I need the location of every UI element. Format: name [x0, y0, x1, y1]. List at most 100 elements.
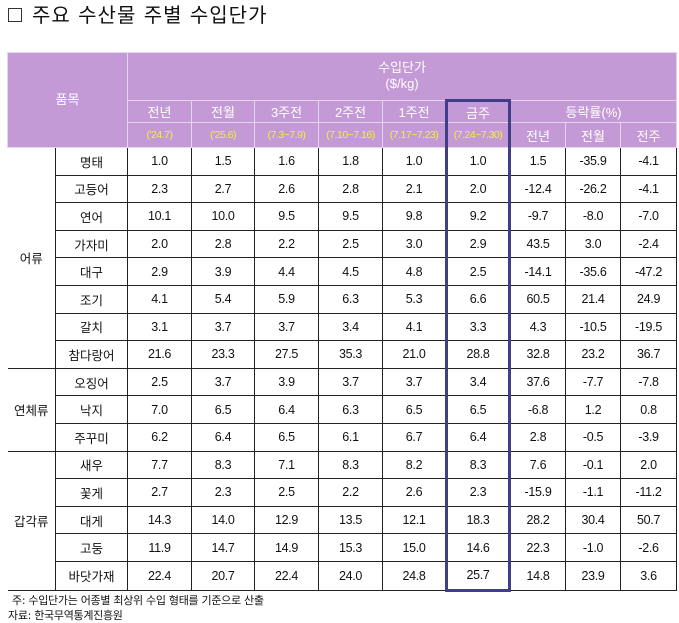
change-rate-cell: 1.2	[565, 395, 622, 424]
price-cell: 6.5	[254, 423, 320, 452]
price-cell: 9.5	[318, 202, 384, 231]
change-rate-cell: -6.8	[509, 395, 567, 424]
table-row: 고등어 2.3 2.7 2.6 2.8 2.1 2.0 -12.4 -26.2 -4.1	[8, 175, 678, 204]
change-rate-cell: 2.8	[509, 423, 567, 452]
item-name-cell: 낙지	[54, 395, 129, 424]
price-cell: 4.8	[382, 257, 448, 286]
price-cell: 4.1	[382, 313, 448, 342]
item-name-cell: 고등어	[54, 175, 129, 204]
item-name-cell: 가자미	[54, 230, 129, 259]
price-cell: 35.3	[318, 340, 384, 369]
price-cell: 3.1	[127, 313, 193, 342]
table-row: 주꾸미 6.2 6.4 6.5 6.1 6.7 6.4 2.8 -0.5 -3.9	[8, 423, 678, 452]
price-cell: 4.1	[127, 285, 193, 314]
table-row: 연어 10.1 10.0 9.5 9.5 9.8 9.2 -9.7 -8.0 -7.0	[8, 202, 678, 231]
category-cell: 연체류	[7, 367, 56, 452]
table-row: 바닷가재 22.4 20.7 22.4 24.0 24.8 25.7 14.8 23.9 3.6	[8, 561, 678, 592]
change-rate-cell: -10.5	[565, 313, 622, 342]
change-rate-cell: 37.6	[509, 367, 567, 397]
header-period-2: (7.3~7.9)	[254, 122, 320, 148]
price-cell: 2.5	[254, 478, 320, 507]
price-cell: 1.6	[254, 147, 320, 176]
current-week-price-cell: 3.3	[445, 313, 512, 342]
price-cell: 14.0	[191, 506, 256, 535]
price-cell: 2.7	[127, 478, 193, 507]
current-week-price-cell: 6.4	[445, 423, 512, 452]
change-rate-cell: 50.7	[620, 506, 678, 535]
current-week-price-cell: 1.0	[445, 147, 512, 176]
price-cell: 27.5	[254, 340, 320, 369]
price-cell: 8.3	[318, 450, 384, 480]
price-cell: 2.2	[254, 230, 320, 259]
change-rate-cell: 28.2	[509, 506, 567, 535]
change-rate-cell: -2.6	[620, 533, 678, 562]
header-period-1: ('25.6)	[191, 122, 256, 148]
current-week-price-cell: 2.9	[445, 230, 512, 259]
source-note: 자료: 한국무역통계진흥원	[8, 609, 123, 622]
price-cell: 6.3	[318, 395, 384, 424]
item-name-cell: 새우	[54, 450, 129, 480]
price-cell: 6.5	[382, 395, 448, 424]
current-week-price-cell: 25.7	[445, 561, 512, 592]
change-rate-cell: -3.9	[620, 423, 678, 452]
price-cell: 14.7	[191, 533, 256, 562]
header-group: 수입단가 ($/kg)	[127, 52, 678, 101]
price-cell: 22.4	[127, 561, 193, 591]
header-period-0: ('24.7)	[127, 122, 193, 148]
price-cell: 15.3	[318, 533, 384, 562]
header-change-2: 전주	[620, 122, 678, 148]
price-cell: 13.5	[318, 506, 384, 535]
header-col-4: 1주전	[382, 100, 448, 123]
change-rate-cell: -4.1	[620, 175, 678, 204]
price-cell: 2.8	[318, 175, 384, 204]
table-body: 어류 명태 1.0 1.5 1.6 1.8 1.0 1.0 1.5 -35.9 -4.1 고등어 2.3…	[7, 147, 678, 592]
price-cell: 3.9	[254, 367, 320, 397]
change-rate-cell: -7.0	[620, 202, 678, 231]
page-title: 주요 수산물 주별 수입단가	[8, 2, 267, 28]
item-name-cell: 연어	[54, 202, 129, 231]
header-change-1: 전월	[565, 122, 622, 148]
change-rate-cell: -47.2	[620, 257, 678, 286]
price-cell: 6.3	[318, 285, 384, 314]
price-cell: 1.8	[318, 147, 384, 176]
current-week-price-cell: 9.2	[445, 202, 512, 231]
price-cell: 2.3	[127, 175, 193, 204]
price-cell: 4.4	[254, 257, 320, 286]
price-cell: 2.6	[254, 175, 320, 204]
change-rate-cell: -8.0	[565, 202, 622, 231]
table-row: 어류 명태 1.0 1.5 1.6 1.8 1.0 1.0 1.5 -35.9 -4.1	[7, 147, 678, 369]
change-rate-cell: -11.2	[620, 478, 678, 507]
current-week-price-cell: 8.3	[445, 450, 512, 480]
item-name-cell: 꽃게	[54, 478, 129, 507]
price-cell: 23.3	[191, 340, 256, 369]
price-cell: 5.4	[191, 285, 256, 314]
current-week-price-cell: 2.3	[445, 478, 512, 507]
price-cell: 14.3	[127, 506, 193, 535]
change-rate-cell: 21.4	[565, 285, 622, 314]
item-name-cell: 오징어	[54, 367, 129, 397]
header-col-3: 2주전	[318, 100, 384, 123]
price-cell: 9.5	[254, 202, 320, 231]
price-cell: 7.1	[254, 450, 320, 480]
current-week-price-cell: 28.8	[445, 340, 512, 369]
price-cell: 2.2	[318, 478, 384, 507]
header-item: 품목	[6, 52, 129, 148]
price-cell: 2.6	[382, 478, 448, 507]
price-cell: 1.0	[382, 147, 448, 176]
item-name-cell: 바닷가재	[54, 561, 129, 591]
price-cell: 10.1	[127, 202, 193, 231]
change-rate-cell: 7.6	[509, 450, 567, 480]
price-cell: 12.1	[382, 506, 448, 535]
price-cell: 3.7	[382, 367, 448, 397]
table-row: 참다랑어 21.6 23.3 27.5 35.3 21.0 28.8 32.8 23.2 36.7	[8, 340, 678, 369]
table-row: 대게 14.3 14.0 12.9 13.5 12.1 18.3 28.2 30.4 50.7	[8, 506, 678, 535]
price-cell: 21.6	[127, 340, 193, 369]
change-rate-cell: -4.1	[620, 147, 678, 176]
change-rate-cell: -35.6	[565, 257, 622, 286]
price-cell: 3.7	[191, 313, 256, 342]
price-cell: 3.7	[318, 367, 384, 397]
table-row: 연체류 오징어 2.5 3.7 3.9 3.7 3.7 3.4 37.6 -7.7 -7.8	[7, 367, 678, 452]
header-change-0: 전년	[509, 122, 567, 148]
change-rate-cell: -15.9	[509, 478, 567, 507]
change-rate-cell: -7.8	[620, 367, 678, 397]
